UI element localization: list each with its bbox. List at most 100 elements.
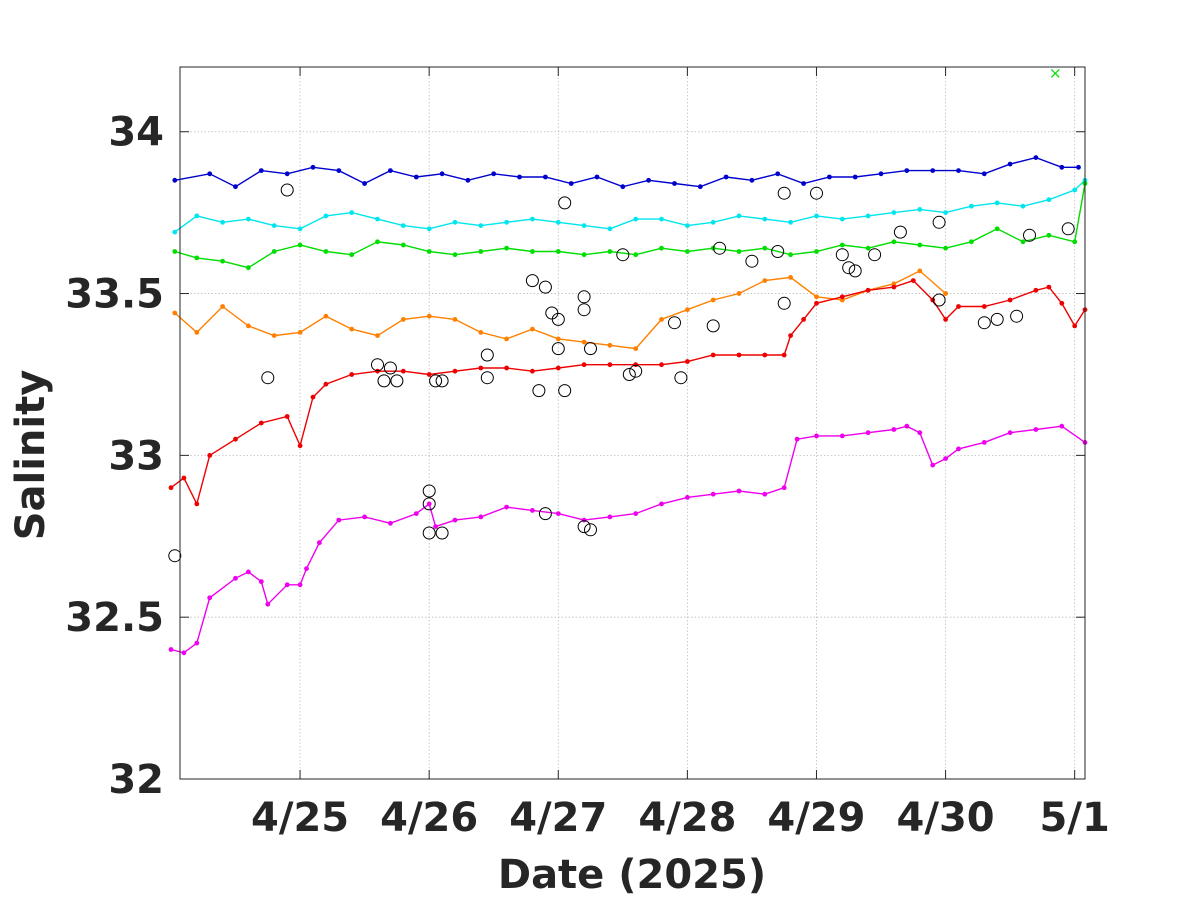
data-point: [697, 184, 703, 190]
data-point: [233, 436, 238, 442]
data-point: [878, 171, 884, 177]
data-point: [633, 511, 639, 516]
data-point: [917, 207, 923, 212]
data-point: [246, 569, 251, 575]
data-point: [388, 520, 393, 526]
data-point: [788, 252, 793, 258]
data-point: [336, 168, 342, 174]
data-point: [891, 210, 897, 216]
data-point: [788, 333, 793, 338]
data-point: [220, 219, 226, 225]
data-point: [1033, 427, 1039, 432]
data-point: [530, 326, 535, 332]
flagged-point: [706, 319, 720, 333]
flagged-point: [848, 264, 862, 278]
data-point: [413, 511, 419, 516]
data-point: [297, 443, 303, 449]
data-point: [478, 330, 484, 335]
data-point: [426, 501, 432, 507]
data-point: [555, 219, 561, 225]
data-point: [762, 352, 768, 358]
data-point: [304, 566, 309, 571]
data-point: [1059, 164, 1065, 170]
data-point: [375, 239, 380, 245]
data-point: [465, 177, 471, 183]
data-point: [271, 249, 277, 254]
x-tick-label: 4/28: [638, 795, 736, 841]
data-point: [530, 368, 535, 374]
data-point: [172, 310, 178, 316]
data-point: [310, 164, 316, 170]
data-point: [891, 284, 897, 290]
data-point: [271, 223, 277, 229]
data-point: [168, 647, 174, 652]
flagged-point: [577, 303, 591, 317]
flagged-point: [577, 290, 591, 304]
series-5: [168, 278, 1088, 507]
data-point: [607, 342, 613, 348]
data-point: [827, 174, 832, 180]
flagged-point: [810, 186, 823, 200]
data-point: [685, 495, 690, 500]
data-point: [297, 242, 303, 248]
data-point: [233, 575, 238, 581]
data-point: [930, 462, 936, 468]
flagged-point: [422, 484, 436, 498]
data-point: [258, 420, 264, 426]
data-point: [1007, 430, 1013, 436]
data-point: [433, 524, 438, 529]
data-point: [839, 433, 845, 439]
data-point: [1072, 187, 1078, 193]
data-point: [685, 359, 690, 364]
data-point: [317, 540, 322, 546]
flagged-point: [932, 215, 946, 229]
data-point: [917, 430, 923, 436]
flagged-point: [422, 497, 436, 511]
x-tick-label: 5/1: [1040, 795, 1110, 841]
data-point: [981, 440, 987, 445]
flagged-point: [558, 196, 572, 210]
flagged-points: [168, 183, 1075, 563]
flagged-point: [480, 371, 494, 385]
data-point: [607, 249, 613, 254]
flagged-point: [480, 348, 494, 362]
data-point: [736, 249, 742, 254]
flagged-point: [835, 248, 849, 262]
data-point: [659, 362, 664, 368]
data-point: [491, 171, 497, 177]
flagged-point: [422, 526, 436, 540]
data-point: [168, 485, 174, 491]
data-point: [388, 168, 393, 174]
data-point: [685, 307, 690, 313]
data-point: [814, 433, 819, 439]
flagged-point: [538, 507, 552, 521]
data-point: [794, 436, 800, 442]
data-point: [917, 242, 923, 248]
data-point: [633, 346, 639, 351]
data-point: [723, 174, 729, 180]
data-point: [181, 650, 187, 656]
data-point: [362, 514, 367, 520]
data-point: [207, 595, 213, 601]
flagged-point: [584, 523, 597, 537]
flagged-point: [674, 371, 688, 385]
data-point: [297, 226, 303, 232]
data-point: [1046, 232, 1052, 238]
data-point: [581, 362, 587, 368]
data-point: [323, 249, 329, 254]
data-point: [400, 317, 406, 322]
data-point: [284, 171, 290, 177]
x-tick-label: 4/27: [509, 795, 607, 841]
data-point: [362, 181, 367, 186]
outlier-x-stroke: [1050, 69, 1060, 78]
series-3: [172, 181, 1088, 271]
flagged-point: [932, 293, 946, 307]
data-point: [581, 339, 587, 345]
data-point: [1072, 239, 1078, 245]
data-point: [1059, 300, 1065, 306]
data-point: [375, 333, 380, 338]
flagged-point: [429, 374, 443, 388]
flagged-point: [377, 374, 391, 388]
data-point: [297, 330, 303, 335]
